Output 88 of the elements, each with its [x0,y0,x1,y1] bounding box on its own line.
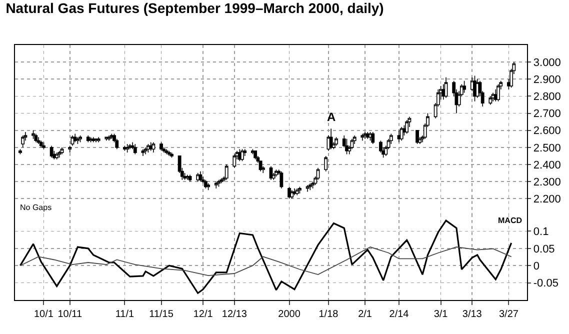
candlestick [292,188,296,196]
candlestick [186,174,190,180]
candlestick [60,147,64,155]
candlestick [126,144,130,153]
chart-title: Natural Gas Futures (September 1999–March 2000, daily) [6,0,384,16]
candlestick [363,132,367,140]
candlestick [170,152,174,158]
y-tick-label: -0.05 [533,278,558,290]
candlestick [34,133,38,143]
candlestick [58,150,62,158]
candlestick [196,172,200,182]
y-tick-label: 2.400 [533,159,561,172]
candlestick [476,78,480,98]
x-tick-label: 3/27 [498,309,519,320]
candlestick [254,150,258,160]
candlestick [68,145,72,153]
x-tick-label: 11/15 [149,309,174,320]
y-tick-label: 2.900 [533,74,561,86]
candlestick [360,133,364,141]
y-tick-label: 0 [533,260,540,272]
annotation: No Gaps [20,203,52,212]
candlestick [160,142,163,152]
x-tick-label: 2/14 [389,309,410,320]
candlestick [240,148,244,162]
candlestick [206,182,210,190]
y-tick-label: 2.200 [533,193,561,206]
candlestick [324,156,328,172]
candlestick [220,178,224,184]
x-tick-label: 11/1 [115,309,134,320]
candlestick [21,135,25,148]
x-tick-label: 10/11 [58,309,82,320]
candlestick [96,136,100,143]
y-tick-label: 2.700 [533,108,561,120]
candlestick [42,142,46,150]
line-series [20,246,512,276]
candlestick [295,188,299,196]
candlestick [224,164,228,180]
x-tick-label: 1/18 [318,309,339,320]
annotation: A [327,110,336,124]
candlestick [115,138,119,150]
candlestick [144,147,148,155]
candlestick [491,92,495,102]
candlestick [397,130,401,143]
candlestick [400,126,404,141]
y-tick-label: 0.1 [533,226,549,238]
candlestick [416,130,419,144]
candlestick [164,148,168,155]
candlestick [290,190,294,200]
candlestick [76,136,80,144]
candlestick [204,179,208,189]
x-tick-label: 12/13 [222,309,248,320]
x-tick-label: 2000 [278,309,301,320]
candlestick [306,184,310,192]
candlestick [232,154,236,168]
candlestick [496,84,500,102]
candlestick [462,80,466,94]
x-tick-label: 3/1 [434,309,448,320]
y-tick-label: 2.600 [533,125,561,138]
candlestick [198,170,202,182]
chart-title: MACD [498,216,522,225]
candlestick [214,181,218,189]
candlestick [36,136,40,144]
y-tick-label: 2.800 [533,91,561,104]
candlestick [405,120,409,134]
candlestick [50,145,54,158]
y-tick-label: 3.000 [533,56,561,69]
candlestick [128,144,132,150]
x-tick-label: 2/1 [358,309,372,320]
x-tick-label: 3/13 [462,309,482,320]
candlestick [488,96,492,106]
candlestick [188,174,192,182]
x-tick-label: 12/1 [193,309,214,320]
candlestick [39,140,43,148]
candlestick [298,186,302,194]
candlestick [167,150,171,156]
candlestick [18,148,22,155]
candlestick [55,152,58,160]
candlestick [133,144,137,155]
y-tick-label: 0.05 [533,243,555,256]
x-tick-label: 10/1 [34,309,54,320]
candlestick [92,136,96,143]
candlestick [32,130,35,140]
candlestick [141,148,145,156]
y-tick-label: 2.300 [533,176,561,188]
candlestick [371,132,375,144]
candlestick [444,77,448,98]
candlestick [152,142,156,153]
y-tick-label: 2.500 [533,142,561,154]
